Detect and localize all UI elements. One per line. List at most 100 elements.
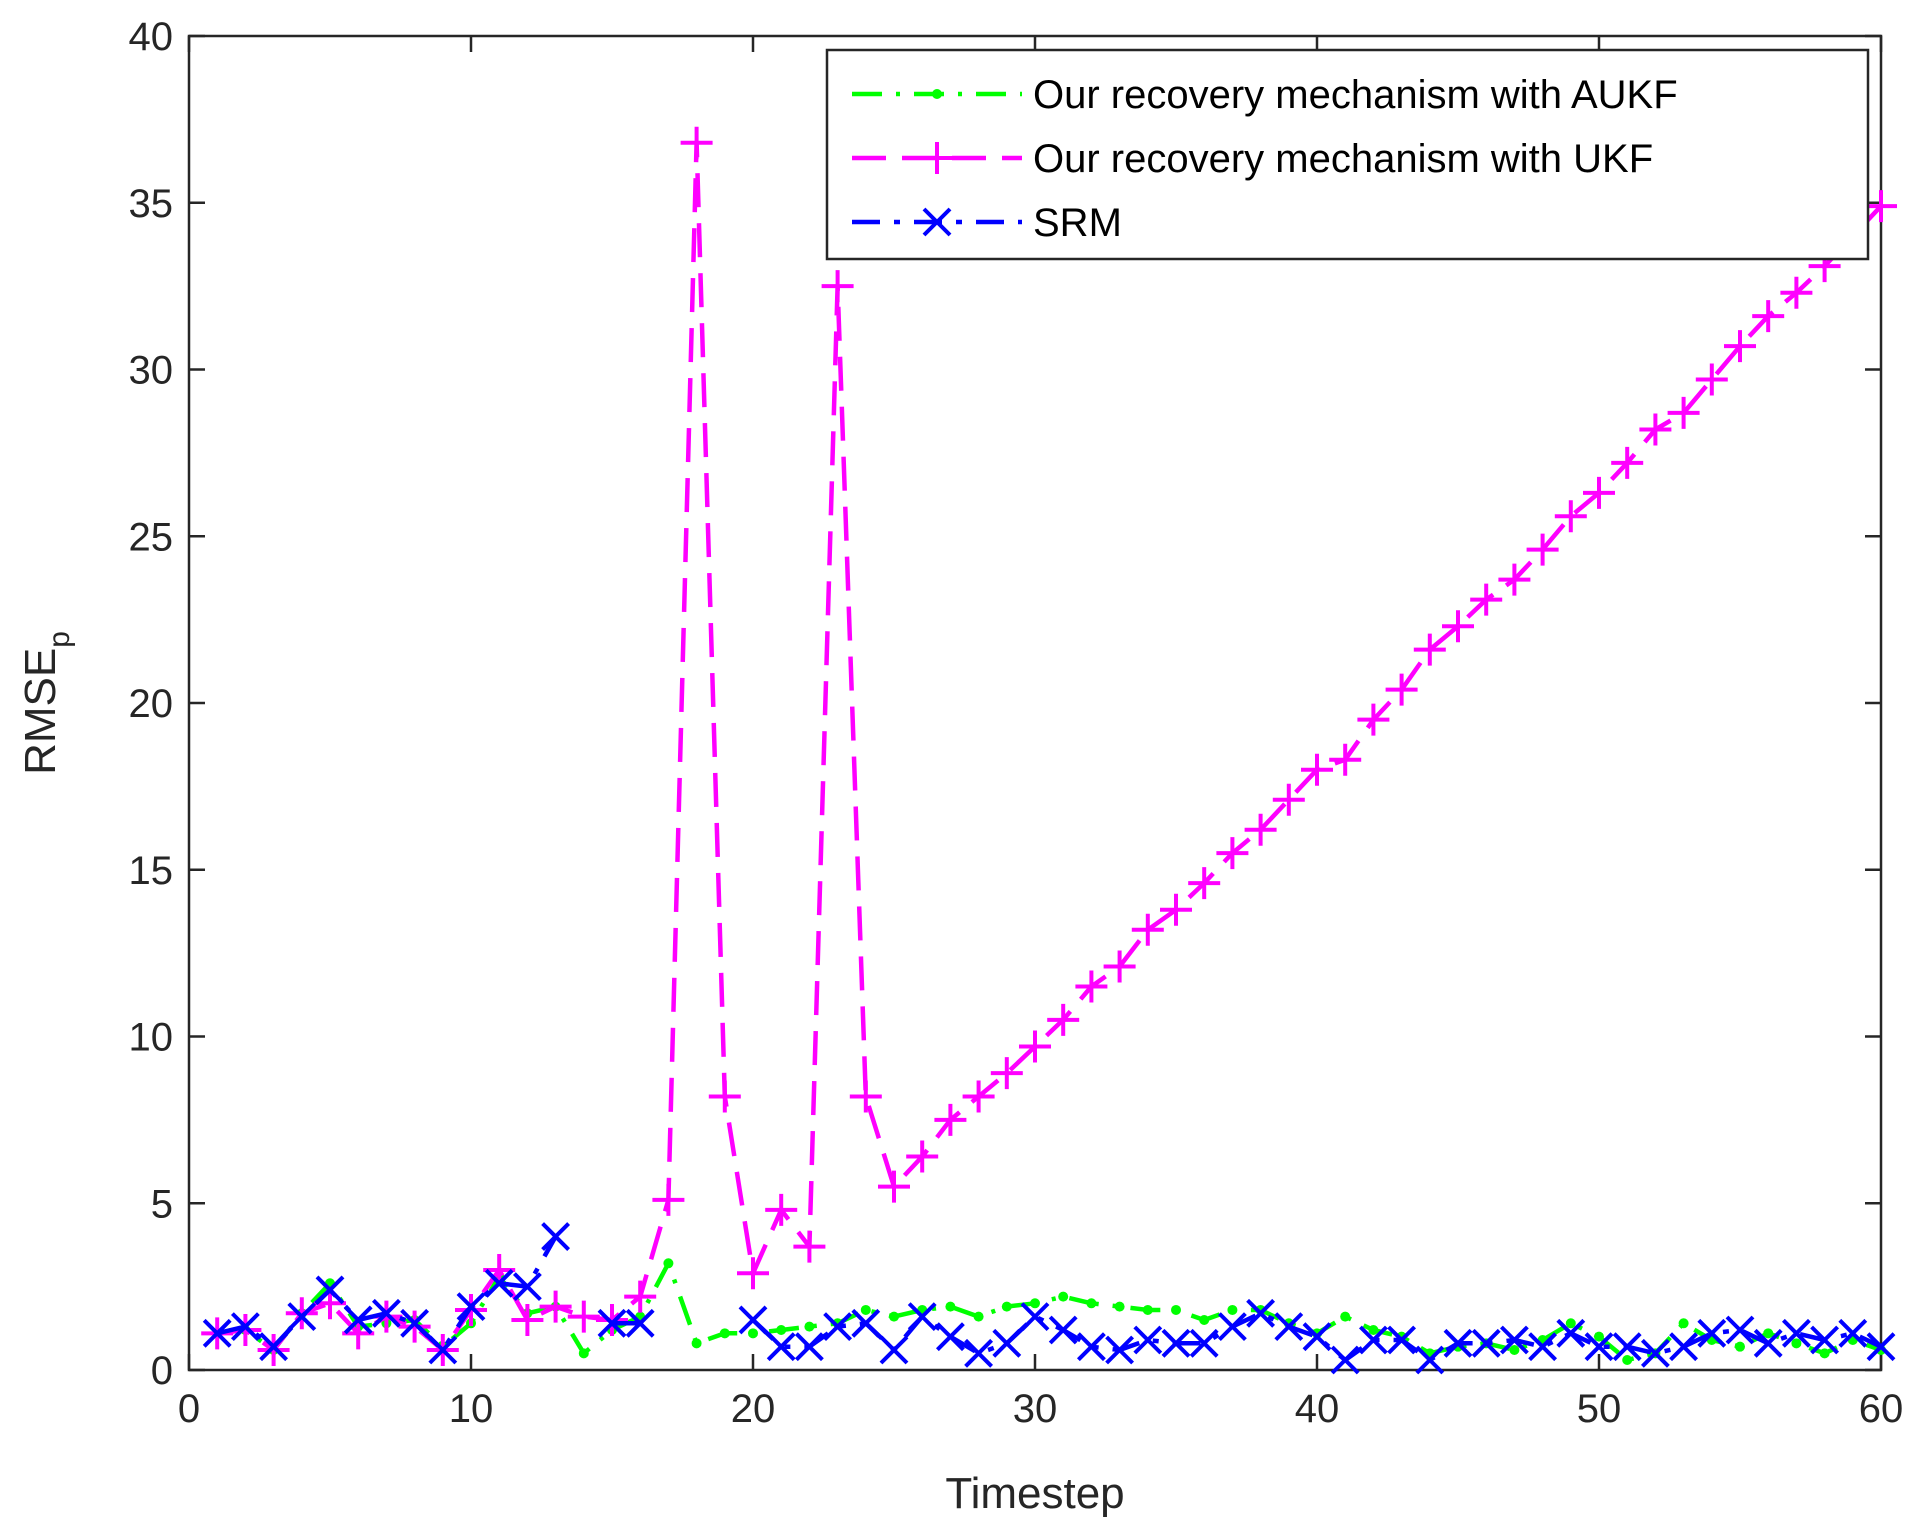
data-point xyxy=(907,1302,937,1332)
data-point xyxy=(1583,476,1615,509)
data-point xyxy=(823,1312,853,1342)
data-point xyxy=(624,1280,657,1313)
data-point xyxy=(1244,813,1277,846)
data-point xyxy=(1086,1298,1097,1309)
data-point xyxy=(456,1292,486,1322)
data-point xyxy=(1526,533,1559,566)
data-point xyxy=(567,1300,600,1333)
data-point xyxy=(1415,1345,1445,1375)
data-point xyxy=(1471,1328,1501,1358)
data-point xyxy=(1780,276,1813,309)
data-point xyxy=(1076,1332,1106,1362)
legend-marker xyxy=(922,207,952,237)
data-point xyxy=(691,1338,702,1349)
data-point xyxy=(1302,1322,1332,1352)
data-point xyxy=(1622,1354,1633,1365)
data-point xyxy=(539,1290,572,1323)
data-point xyxy=(1735,1341,1745,1352)
data-point xyxy=(596,1303,628,1336)
data-point xyxy=(1640,1338,1670,1368)
data-point xyxy=(202,1318,232,1348)
data-point xyxy=(793,1230,826,1263)
data-point xyxy=(1724,330,1756,363)
data-point xyxy=(1188,867,1221,900)
y-tick-label: 35 xyxy=(129,182,174,226)
data-point xyxy=(597,1308,627,1338)
data-point xyxy=(1639,413,1672,446)
data-point xyxy=(1866,1332,1896,1362)
data-point xyxy=(259,1332,289,1362)
y-tick-label: 20 xyxy=(129,682,174,726)
legend-entry-3: SRM xyxy=(852,201,1122,245)
x-axis-title: Timestep xyxy=(945,1469,1124,1518)
y-tick-label: 10 xyxy=(129,1016,174,1060)
data-point xyxy=(1340,1311,1351,1322)
data-point xyxy=(1695,363,1728,396)
data-point xyxy=(1030,1298,1040,1309)
data-point xyxy=(878,1170,910,1203)
data-point xyxy=(1554,500,1587,533)
legend: Our recovery mechanism with AUKF Our reco… xyxy=(825,48,1870,261)
data-point xyxy=(1763,1328,1774,1339)
data-point xyxy=(1443,1328,1473,1358)
data-point xyxy=(1442,610,1474,643)
data-point xyxy=(1509,1344,1520,1355)
y-axis-title: RMSEp xyxy=(16,631,76,775)
legend-entries: Our recovery mechanism with AUKF Our reco… xyxy=(852,73,1678,245)
data-point xyxy=(1075,970,1108,1003)
data-point xyxy=(1499,1325,1529,1355)
data-point xyxy=(541,1222,571,1252)
data-point xyxy=(511,1303,544,1336)
y-tick-label: 5 xyxy=(151,1182,173,1226)
legend-marker xyxy=(921,142,953,174)
legend-marker xyxy=(932,89,942,99)
data-point xyxy=(765,1193,798,1226)
data-point xyxy=(1160,893,1192,926)
data-point xyxy=(1781,1318,1811,1348)
x-tick-label: 30 xyxy=(1013,1387,1058,1431)
data-point xyxy=(1357,703,1390,736)
data-point xyxy=(1216,837,1249,870)
data-point xyxy=(1189,1328,1219,1358)
data-point xyxy=(257,1333,290,1366)
data-point xyxy=(1385,673,1418,706)
data-point xyxy=(1556,1318,1586,1348)
data-point xyxy=(1133,1325,1163,1355)
data-point xyxy=(371,1298,401,1328)
data-point xyxy=(1020,1302,1050,1332)
x-tick-label: 20 xyxy=(731,1387,776,1431)
data-point xyxy=(1217,1312,1247,1342)
data-point xyxy=(1131,913,1164,946)
data-point xyxy=(945,1301,956,1312)
data-point xyxy=(625,1308,655,1338)
data-point xyxy=(1047,1003,1080,1036)
data-point xyxy=(285,1297,318,1330)
data-point xyxy=(230,1312,260,1342)
legend-label: Our recovery mechanism with UKF xyxy=(1033,137,1653,181)
data-point xyxy=(860,1304,871,1315)
y-tick-label: 25 xyxy=(129,515,174,559)
data-point xyxy=(1358,1325,1388,1355)
data-point xyxy=(821,270,854,303)
data-point xyxy=(1114,1301,1125,1312)
data-point xyxy=(1161,1328,1191,1358)
data-point xyxy=(287,1302,317,1332)
data-point xyxy=(680,126,713,159)
x-tick-label: 50 xyxy=(1577,1387,1622,1431)
data-point xyxy=(1142,1304,1153,1315)
data-point xyxy=(400,1308,430,1338)
data-point xyxy=(1565,1318,1576,1329)
data-point xyxy=(1001,1301,1012,1312)
data-point xyxy=(1470,583,1503,616)
series-line xyxy=(751,1311,1882,1363)
data-point xyxy=(1387,1325,1417,1355)
data-point xyxy=(652,1183,685,1216)
data-point xyxy=(512,1272,542,1302)
data-point xyxy=(315,1275,345,1305)
data-point xyxy=(934,1103,967,1136)
data-point xyxy=(738,1305,768,1335)
series-3 xyxy=(202,1222,1896,1375)
data-point xyxy=(748,1328,758,1339)
data-point xyxy=(1058,1291,1069,1302)
data-point xyxy=(1819,1348,1830,1359)
